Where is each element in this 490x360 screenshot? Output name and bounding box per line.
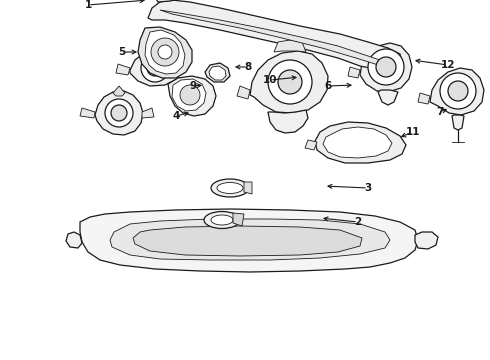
Polygon shape [415, 232, 438, 249]
Polygon shape [268, 110, 308, 133]
Circle shape [147, 60, 163, 76]
Circle shape [151, 38, 179, 66]
Polygon shape [237, 86, 250, 99]
Ellipse shape [211, 215, 233, 225]
Polygon shape [138, 27, 192, 78]
Text: 2: 2 [354, 217, 362, 227]
Circle shape [368, 49, 404, 85]
Polygon shape [130, 50, 181, 86]
Polygon shape [148, 0, 196, 2]
Text: 3: 3 [365, 183, 371, 193]
Polygon shape [233, 213, 244, 226]
Polygon shape [315, 122, 406, 163]
Polygon shape [66, 232, 82, 248]
Polygon shape [323, 127, 392, 158]
Polygon shape [148, 0, 402, 70]
Text: 4: 4 [172, 111, 180, 121]
Polygon shape [418, 93, 430, 104]
Text: 6: 6 [324, 81, 332, 91]
Circle shape [105, 99, 133, 127]
Circle shape [268, 60, 312, 104]
Polygon shape [172, 79, 206, 111]
Circle shape [111, 105, 127, 121]
Text: 11: 11 [406, 127, 420, 137]
Polygon shape [209, 66, 226, 80]
Polygon shape [145, 30, 185, 74]
Polygon shape [205, 63, 230, 82]
Polygon shape [168, 76, 216, 116]
Circle shape [180, 85, 200, 105]
Polygon shape [80, 108, 95, 118]
Polygon shape [244, 182, 252, 194]
Text: 12: 12 [441, 60, 455, 70]
Ellipse shape [217, 183, 243, 194]
Circle shape [278, 70, 302, 94]
Circle shape [440, 73, 476, 109]
Circle shape [141, 54, 169, 82]
Text: 9: 9 [190, 81, 196, 91]
Text: 1: 1 [84, 0, 92, 10]
Polygon shape [348, 67, 360, 78]
Circle shape [158, 45, 172, 59]
Polygon shape [80, 209, 418, 272]
Text: 7: 7 [436, 107, 443, 117]
Text: 5: 5 [119, 47, 125, 57]
Polygon shape [110, 219, 390, 260]
Polygon shape [274, 40, 306, 52]
Polygon shape [133, 226, 362, 256]
Circle shape [448, 81, 468, 101]
Ellipse shape [211, 179, 249, 197]
Text: 8: 8 [245, 62, 252, 72]
Polygon shape [452, 115, 464, 130]
Polygon shape [430, 68, 484, 115]
Circle shape [376, 57, 396, 77]
Text: 10: 10 [263, 75, 277, 85]
Polygon shape [116, 64, 130, 75]
Ellipse shape [204, 211, 240, 229]
Polygon shape [378, 90, 398, 105]
Polygon shape [360, 43, 412, 92]
Polygon shape [305, 140, 317, 150]
Polygon shape [250, 51, 328, 113]
Polygon shape [95, 91, 143, 135]
Polygon shape [113, 86, 125, 96]
Polygon shape [160, 10, 395, 67]
Polygon shape [142, 108, 154, 118]
